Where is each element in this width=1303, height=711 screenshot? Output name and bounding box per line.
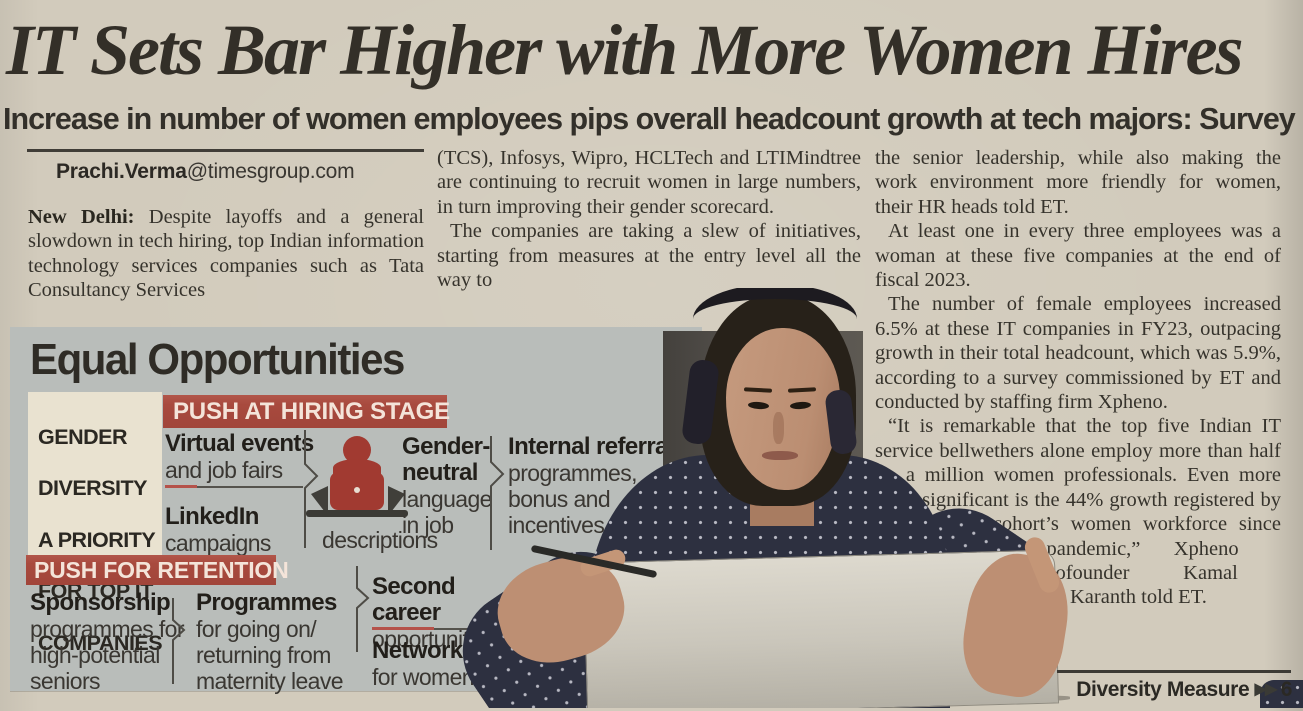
page-jump-number: 6: [1280, 678, 1293, 701]
connector-bracket: [490, 436, 505, 550]
highlight-line: A PRIORITY: [38, 527, 156, 552]
infographic-item-maternity: Programmes for going on/ returning from …: [196, 589, 366, 695]
item-bold-text: LinkedIn: [165, 503, 259, 530]
connector-bracket: [172, 598, 186, 684]
subheadline: Increase in number of women employees pi…: [3, 101, 1296, 136]
icon-laptop-logo-dot: [354, 487, 360, 493]
paragraph: New Delhi: Despite layoffs and a general…: [28, 205, 424, 303]
connector-bracket: [356, 566, 370, 652]
item-bold-text: Sponsorship: [30, 589, 171, 616]
photo-woman-at-laptop: [460, 288, 1303, 708]
item-bold-text: Virtual events: [165, 430, 314, 457]
infographic-item-gender-neutral: Gender-neutral language in job: [402, 433, 496, 539]
infographic-title: Equal Opportunities: [30, 335, 405, 384]
article-column-3: the senior leadership, while also making…: [875, 146, 1281, 678]
red-underline: [165, 485, 197, 488]
item-rest-text: programmes, bonus and incentives: [508, 460, 637, 538]
page-jump: Diversity Measure ▶▶ 6: [1020, 678, 1292, 702]
item-bold-text: Gender-neutral: [402, 433, 490, 486]
section-header-hiring: PUSH AT HIRING STAGE: [163, 395, 450, 428]
item-rest-text: and job fairs: [165, 457, 283, 483]
paragraph: “It is remarkable that the top five Indi…: [875, 415, 1281, 609]
paragraph: The number of female employees increased…: [875, 293, 1281, 414]
footer-rule: [1057, 670, 1291, 673]
item-rest-text: campaigns: [165, 530, 271, 556]
nose: [773, 412, 784, 444]
item-rest-text: language in job: [402, 486, 492, 538]
infographic-item-networks: Networks for women: [372, 637, 504, 691]
byline: Prachi.Verma@timesgroup.com: [56, 160, 426, 184]
section-header-retention: PUSH FOR RETENTION: [26, 555, 289, 585]
icon-desk-base: [306, 510, 408, 517]
article-column-1: New Delhi: Despite layoffs and a general…: [28, 205, 424, 323]
paragraph: (TCS), Infosys, Wipro, HCLTech and LTIMi…: [437, 147, 861, 218]
paragraph: The companies are taking a slew of initi…: [437, 220, 861, 292]
headphones-band: [693, 288, 857, 354]
item-hang-text: descriptions: [322, 527, 438, 553]
byline-author: Prachi.Verma: [56, 160, 187, 183]
infographic-item-linkedin: LinkedIn campaigns: [165, 503, 315, 557]
person-at-laptop-icon: [306, 436, 408, 518]
connector-bracket: [304, 430, 319, 548]
highlight-line: DIVERSITY: [38, 476, 148, 500]
right-elbow: [1260, 680, 1303, 708]
icon-laptop: [330, 472, 384, 510]
infographic-item-internal-referral: Internal referral programmes, bonus and …: [508, 433, 678, 539]
paragraph: At least one in every three employees wa…: [875, 220, 1281, 292]
column-3-paragraphs: the senior leadership, while also making…: [875, 146, 1281, 610]
item-rest-text: for women: [372, 664, 475, 690]
paragraph-text: Despite layoffs and a general slowdown i…: [28, 206, 425, 302]
icon-desk-right: [388, 486, 405, 516]
byline-rule: [27, 149, 424, 152]
infographic-item-virtual-events: Virtual events and job fairs: [165, 430, 315, 484]
item-bold-text: Programmes: [196, 589, 337, 616]
item-bold-text: Networks: [372, 637, 476, 664]
item-rest-text: for going on/ returning from maternity l…: [196, 616, 344, 694]
face: [726, 328, 840, 490]
infographic-item-sponsorship: Sponsorship programmes for high-potentia…: [30, 589, 190, 695]
divider-line: [197, 486, 303, 488]
red-underline: [372, 627, 434, 630]
highlight-box: GENDER DIVERSITY A PRIORITY FOR TOP IT COMPA…: [28, 392, 163, 655]
highlight-line: COMPANIES: [38, 630, 163, 655]
article-column-2: (TCS), Infosys, Wipro, HCLTech and LTIMi…: [437, 146, 861, 326]
lips: [762, 451, 798, 460]
item-rest-text: programmes for high-potential seniors: [30, 616, 185, 694]
paragraph: the senior leadership, while also making…: [875, 147, 1281, 218]
dateline: New Delhi:: [28, 206, 135, 228]
icon-desk-left: [311, 486, 328, 516]
item-bold-text: Second career: [372, 573, 456, 626]
highlight-line: GENDER: [38, 424, 127, 449]
page-jump-label: Diversity Measure: [1076, 678, 1250, 701]
headline: IT Sets Bar Higher with More Women Hires: [6, 10, 1244, 90]
byline-address: @timesgroup.com: [186, 160, 355, 183]
item-bold-text: Internal referral: [508, 433, 674, 460]
double-arrow-icon: ▶▶: [1254, 681, 1278, 698]
